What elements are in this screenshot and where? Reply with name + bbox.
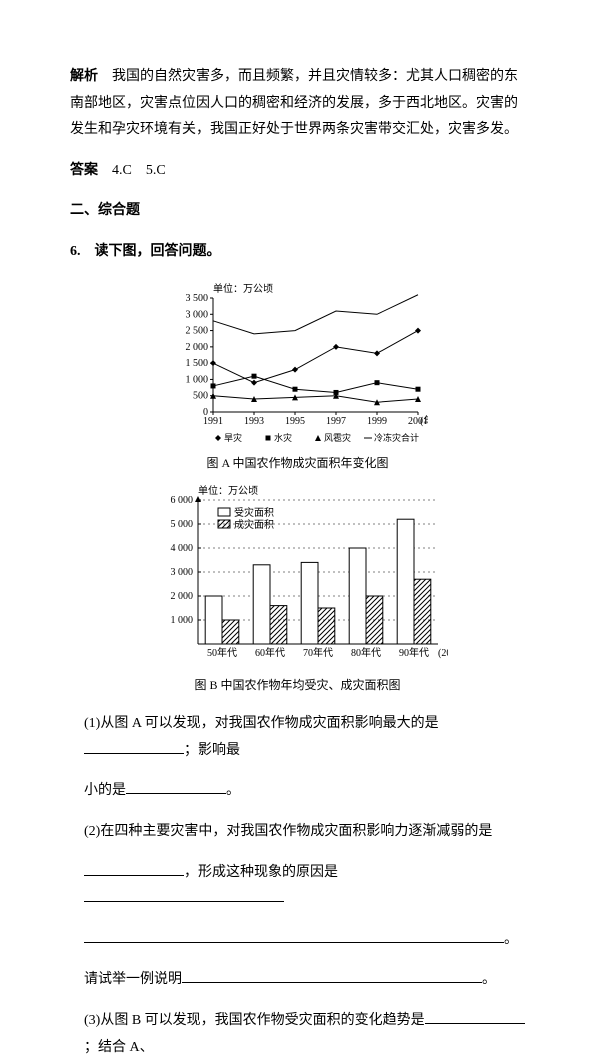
- svg-text:50年代: 50年代: [207, 646, 237, 659]
- q1-line2: 小的是 。: [84, 778, 525, 805]
- svg-text:1 500: 1 500: [185, 358, 208, 369]
- answer-text: 4.C 5.C: [98, 163, 166, 178]
- chart-a-caption: 图 A 中国农作物成灾面积年变化图: [70, 452, 525, 475]
- svg-text:4 000: 4 000: [170, 543, 193, 554]
- q1-suffix: 。: [226, 783, 240, 798]
- section-heading: 二、综合题: [70, 198, 525, 225]
- svg-text:受灾面积: 受灾面积: [234, 506, 274, 519]
- explanation-text: 我国的自然灾害多，而且频繁，并且灾情较多：尤其人口稠密的东南部地区，灾害点位因人…: [70, 69, 518, 137]
- chart-b: 单位：万公顷 1 000 2 000 3 000 4 000 5 000 6 000 受灾面积…: [70, 482, 525, 697]
- svg-text:冷冻灾合计: 冷冻灾合计: [374, 432, 419, 443]
- q1-blank2: [126, 779, 226, 794]
- svg-text:90年代: 90年代: [399, 646, 429, 659]
- explanation-label: 解析: [70, 69, 98, 84]
- svg-text:3 000: 3 000: [170, 567, 193, 578]
- q2-line2: ，形成这种现象的原因是: [84, 860, 525, 913]
- q6-stem: 6. 读下图，回答问题。: [70, 239, 525, 266]
- q3-blank1: [425, 1009, 525, 1024]
- svg-text:1995: 1995: [285, 416, 305, 427]
- svg-text:70年代: 70年代: [303, 646, 333, 659]
- q2-line4-prefix: 请试举一例说明: [84, 972, 182, 987]
- chart-b-svg: 单位：万公顷 1 000 2 000 3 000 4 000 5 000 6 000 受灾面积…: [148, 482, 448, 672]
- svg-text:2 000: 2 000: [170, 591, 193, 602]
- svg-text:(20世纪): (20世纪): [438, 647, 448, 659]
- chart-b-caption: 图 B 中国农作物年均受灾、成灾面积图: [70, 674, 525, 697]
- q2-blank4: [182, 968, 482, 983]
- svg-text:2 500: 2 500: [185, 325, 208, 336]
- q1-line1: (1)从图 A 可以发现，对我国农作物成灾面积影响最大的是 ；影响最: [84, 711, 525, 764]
- svg-text:60年代: 60年代: [255, 646, 285, 659]
- svg-text:3 000: 3 000: [185, 309, 208, 320]
- svg-text:(年): (年): [420, 414, 428, 427]
- svg-text:500: 500: [193, 390, 208, 401]
- svg-text:5 000: 5 000: [170, 519, 193, 530]
- explanation-block: 解析 我国的自然灾害多，而且频繁，并且灾情较多：尤其人口稠密的东南部地区，灾害点…: [70, 64, 525, 144]
- svg-text:风雹灾: 风雹灾: [324, 432, 351, 443]
- svg-text:1999: 1999: [367, 416, 387, 427]
- q1-prefix: (1)从图 A 可以发现，对我国农作物成灾面积影响最大的是: [84, 716, 439, 731]
- svg-text:3 500: 3 500: [185, 293, 208, 304]
- svg-text:1 000: 1 000: [170, 615, 193, 626]
- q2-line2-prefix: ，形成这种现象的原因是: [184, 865, 338, 880]
- q1-mid: ；影响最: [184, 743, 240, 758]
- q3-prefix: (3)从图 B 可以发现，我国农作物受灾面积的变化趋势是: [84, 1013, 425, 1028]
- q2-blank1: [84, 861, 184, 876]
- q2-line3: 。: [84, 927, 525, 954]
- q2-line4-suffix: 。: [482, 972, 496, 987]
- q2-blank2: [84, 887, 284, 902]
- q2-blank3: [84, 928, 504, 943]
- q3-suffix: ；结合 A、: [84, 1040, 154, 1055]
- svg-text:1997: 1997: [326, 416, 346, 427]
- q2-line3-suffix: 。: [504, 932, 518, 947]
- svg-text:6 000: 6 000: [170, 495, 193, 506]
- svg-text:水灾: 水灾: [274, 432, 292, 443]
- q1-blank1: [84, 739, 184, 754]
- q2-line4: 请试举一例说明 。: [84, 967, 525, 994]
- svg-text:1993: 1993: [244, 416, 264, 427]
- q3-line1: (3)从图 B 可以发现，我国农作物受灾面积的变化趋势是 ；结合 A、: [84, 1008, 525, 1061]
- svg-text:2 000: 2 000: [185, 341, 208, 352]
- svg-text:单位：万公顷: 单位：万公顷: [213, 282, 273, 295]
- q2-prefix: (2)在四种主要灾害中，对我国农作物成灾面积影响力逐渐减弱的是: [84, 824, 492, 839]
- svg-text:1 000: 1 000: [185, 374, 208, 385]
- svg-text:成灾面积: 成灾面积: [234, 518, 274, 531]
- chart-a-svg: 单位：万公顷05001 0001 5002 0002 5003 0003 500…: [168, 280, 428, 450]
- q1-line2-prefix: 小的是: [84, 783, 126, 798]
- answer-block: 答案 4.C 5.C: [70, 158, 525, 185]
- svg-text:旱灾: 旱灾: [224, 432, 242, 443]
- chart-a: 单位：万公顷05001 0001 5002 0002 5003 0003 500…: [70, 280, 525, 475]
- svg-text:80年代: 80年代: [351, 646, 381, 659]
- svg-text:1991: 1991: [203, 416, 223, 427]
- svg-text:单位：万公顷: 单位：万公顷: [198, 484, 258, 497]
- answer-label: 答案: [70, 163, 98, 178]
